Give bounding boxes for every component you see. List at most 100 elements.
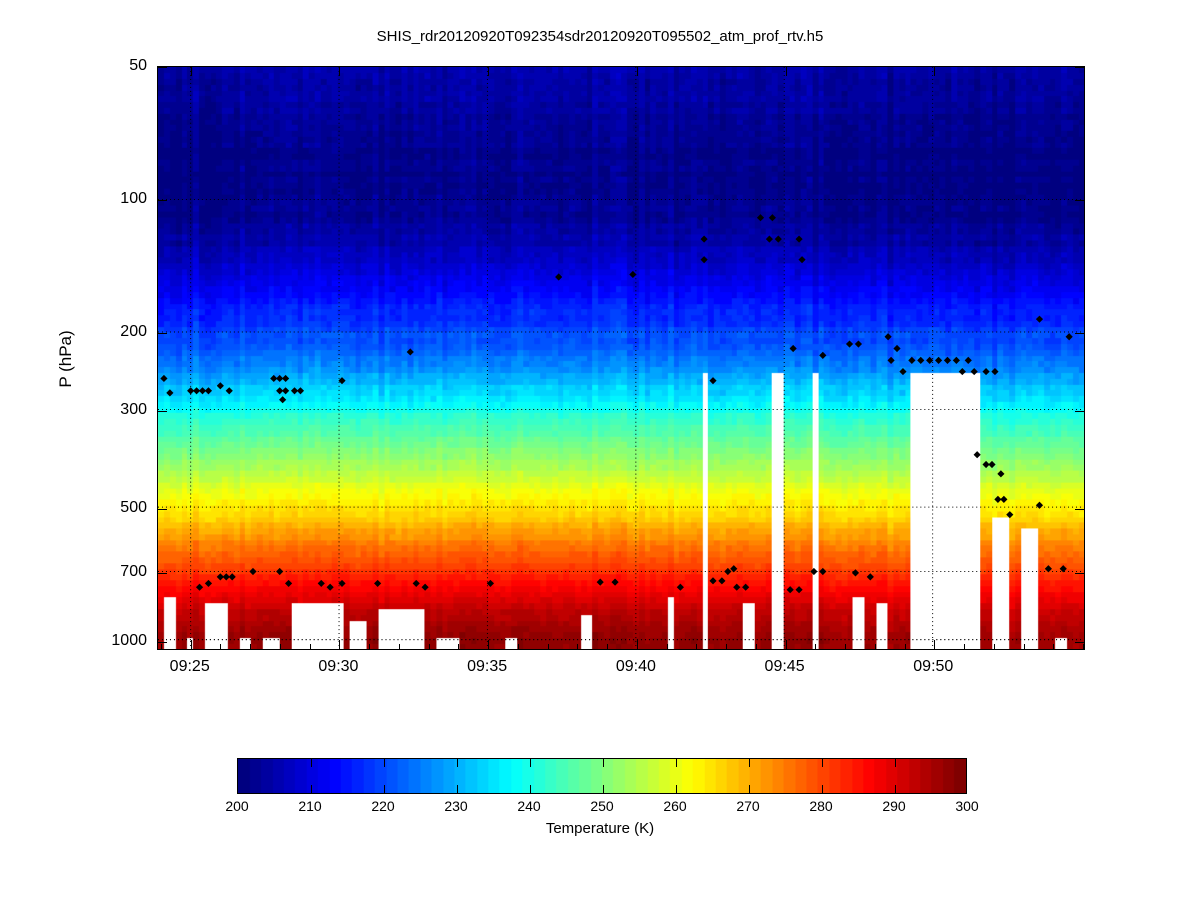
cloud-top-marker (795, 235, 803, 243)
x-axis-minor-tick (250, 644, 252, 649)
colorbar-title: Temperature (K) (545, 820, 655, 837)
cloud-top-marker (970, 367, 978, 376)
x-axis-minor-tick (160, 644, 162, 649)
cloud-top-marker (982, 367, 990, 376)
y-axis-tick (158, 508, 167, 510)
colorbar-tick (676, 785, 677, 794)
cloud-top-marker (997, 470, 1005, 478)
cloud-top-marker (282, 387, 290, 395)
x-axis-tick-label: 09:35 (467, 658, 508, 675)
x-axis-minor-tick (1023, 644, 1025, 649)
y-axis-tick-label: 50 (129, 57, 147, 74)
cloud-top-marker (884, 333, 892, 341)
temperature-heatmap-axes[interactable]: P (hPa) (56, 66, 1085, 650)
x-axis-minor-tick (458, 644, 460, 649)
colorbar-tick (384, 785, 385, 794)
x-axis-tick-label: 09:25 (169, 658, 210, 675)
cloud-top-marker (338, 579, 346, 587)
colorbar-tick (530, 785, 531, 794)
cloud-top-marker (676, 583, 684, 591)
cloud-top-marker (279, 396, 287, 404)
cloud-top-marker (789, 344, 797, 353)
y-axis-tick-label: 500 (120, 498, 147, 516)
colorbar-tick-label: 270 (736, 798, 760, 814)
x-axis-minor-tick (964, 644, 966, 649)
cloud-top-marker (700, 256, 708, 264)
cloud-top-marker (555, 273, 563, 281)
x-axis-minor-tick (726, 644, 728, 649)
x-axis-minor-tick (845, 644, 847, 649)
cloud-top-marker (166, 389, 174, 397)
colorbar-tick-label: 250 (590, 798, 614, 814)
x-axis-tick (934, 640, 936, 649)
x-axis-tick (785, 640, 787, 649)
x-axis-minor-tick (220, 644, 222, 649)
cloud-top-marker (958, 367, 966, 376)
cloud-top-marker (887, 356, 895, 364)
colorbar-tick (895, 785, 896, 794)
colorbar-tick (530, 758, 531, 767)
y-axis-tick (158, 641, 167, 643)
x-axis-minor-tick (696, 644, 698, 649)
cloud-top-marker (700, 235, 708, 243)
cloud-top-marker (204, 579, 213, 587)
cloud-top-marker (412, 579, 420, 587)
x-axis-minor-tick (369, 644, 371, 649)
y-axis-tick (158, 199, 167, 201)
cloud-top-marker (917, 356, 925, 364)
cloud-top-marker (421, 583, 429, 591)
colorbar-tick-label: 210 (298, 798, 322, 814)
cloud-top-marker (733, 583, 741, 591)
cloud-top-marker (765, 235, 773, 243)
y-axis-label: P (hPa) (56, 330, 75, 388)
cloud-top-marker (926, 356, 934, 364)
colorbar-tick (749, 785, 750, 794)
cloud-top-marker (406, 348, 414, 356)
cloud-top-marker (1035, 501, 1044, 509)
cloud-top-marker (270, 374, 278, 383)
y-axis-tick (1075, 573, 1084, 575)
x-axis-minor-tick (607, 644, 609, 649)
cloud-top-marker (611, 578, 619, 586)
y-axis-tick (158, 410, 167, 412)
x-axis-minor-tick (398, 644, 400, 649)
colorbar-tick (603, 785, 604, 794)
x-axis-minor-tick (1083, 644, 1085, 649)
x-axis-minor-tick (874, 644, 876, 649)
y-axis-tick (1075, 508, 1084, 510)
cloud-top-marker (845, 340, 854, 348)
cloud-top-marker (795, 586, 803, 594)
colorbar[interactable] (237, 758, 967, 794)
axes-gridlines (158, 67, 1084, 649)
y-axis-tick-label: 100 (120, 189, 147, 207)
cloud-top-marker (216, 382, 224, 390)
x-axis-tick-label: 09:40 (615, 658, 656, 675)
cloud-top-marker (296, 387, 305, 395)
cloud-top-marker (282, 374, 290, 383)
x-axis-tick (636, 640, 638, 649)
x-axis-tick (190, 640, 192, 649)
cloud-top-marker (709, 377, 717, 385)
x-axis-minor-tick (517, 644, 519, 649)
cloud-top-marker (724, 567, 732, 576)
cloud-top-marker (819, 567, 827, 576)
cloud-top-marker (1065, 333, 1073, 341)
colorbar-tick-label: 230 (444, 798, 468, 814)
y-axis-tick (158, 332, 167, 334)
cloud-top-marker (742, 583, 750, 591)
y-axis-tick (1075, 67, 1084, 68)
x-axis-tick-label: 09:45 (764, 658, 805, 675)
cloud-top-marker (709, 577, 717, 585)
cloud-top-marker (934, 356, 943, 364)
cloud-top-marker (204, 387, 213, 395)
cloud-top-marker (1000, 495, 1008, 503)
figure-title: SHIS_rdr20120920T092354sdr20120920T09550… (376, 28, 824, 45)
y-axis-tick-label: 700 (120, 563, 147, 581)
cloud-top-marker (195, 583, 204, 591)
cloud-top-marker (768, 214, 776, 222)
cloud-top-marker (994, 495, 1002, 503)
x-axis-minor-tick (666, 644, 668, 649)
cloud-top-marker (718, 577, 726, 585)
colorbar-tick-label: 200 (225, 798, 249, 814)
x-axis-minor-tick (815, 644, 817, 649)
